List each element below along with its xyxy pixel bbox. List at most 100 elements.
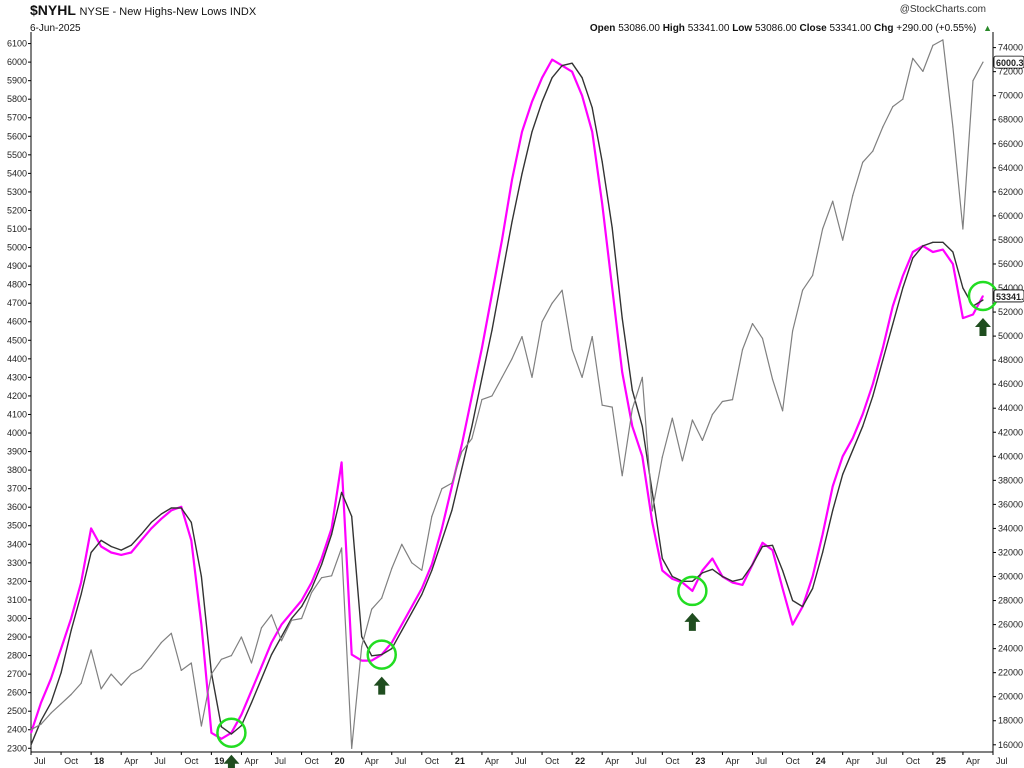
series-2-point bbox=[491, 395, 493, 397]
series-2-point bbox=[802, 289, 804, 291]
series-1-point bbox=[371, 655, 373, 657]
series-line-0 bbox=[29, 58, 984, 740]
series-2-point bbox=[902, 98, 904, 100]
left-tick-label: 5600 bbox=[7, 131, 27, 141]
series-0-point bbox=[130, 551, 132, 554]
series-0-point bbox=[822, 533, 824, 536]
x-tick-label: 19 bbox=[214, 756, 224, 766]
series-2-point bbox=[401, 543, 403, 545]
series-0-point bbox=[882, 347, 884, 349]
right-tick-label: 74000 bbox=[998, 43, 1023, 53]
series-0-point bbox=[120, 554, 122, 556]
series-0-point bbox=[521, 131, 523, 133]
x-tick-label: Jul bbox=[34, 756, 46, 766]
x-tick-label: 21 bbox=[455, 756, 465, 766]
series-0-point bbox=[421, 587, 423, 590]
series-2-point bbox=[611, 406, 613, 408]
series-0-point bbox=[371, 660, 373, 662]
series-2-point bbox=[661, 456, 663, 458]
series-2-point bbox=[882, 126, 884, 128]
series-2-point bbox=[381, 597, 383, 599]
series-1-point bbox=[331, 533, 333, 536]
x-tick-label: Jul bbox=[515, 756, 527, 766]
left-tick-label: 2700 bbox=[7, 669, 27, 679]
series-2-point bbox=[290, 619, 293, 621]
left-tick-label: 2600 bbox=[7, 688, 27, 698]
series-2-point bbox=[501, 376, 503, 378]
series-2-point bbox=[922, 70, 924, 72]
right-tick-label: 72000 bbox=[998, 67, 1023, 77]
series-2-point bbox=[80, 682, 82, 685]
left-tick-label: 2300 bbox=[7, 743, 27, 753]
series-1-point bbox=[601, 161, 603, 163]
series-2-point bbox=[962, 228, 964, 230]
left-tick-label: 4900 bbox=[7, 261, 27, 271]
series-1-point bbox=[511, 221, 513, 223]
series-2-point bbox=[782, 410, 784, 412]
series-1-point bbox=[30, 744, 32, 746]
left-tick-label: 4100 bbox=[7, 409, 27, 419]
series-0-point bbox=[982, 295, 984, 297]
series-1-point bbox=[892, 323, 894, 325]
series-0-point bbox=[912, 251, 914, 253]
left-tick-label: 5500 bbox=[7, 150, 27, 160]
right-tick-label: 68000 bbox=[998, 115, 1023, 125]
series-0-point bbox=[531, 101, 533, 103]
right-tick-label: 32000 bbox=[998, 547, 1023, 557]
series-1-point bbox=[982, 299, 984, 301]
series-1-point bbox=[842, 473, 844, 475]
right-tick-label: 60000 bbox=[998, 211, 1023, 221]
left-tick-label: 2500 bbox=[7, 706, 27, 716]
series-0-point bbox=[40, 702, 42, 704]
series-2-point bbox=[140, 667, 142, 670]
series-0-point bbox=[321, 557, 323, 560]
series-0-point bbox=[70, 618, 72, 620]
series-1-point bbox=[902, 287, 904, 289]
series-0-point bbox=[451, 485, 453, 487]
x-tick-label: Oct bbox=[906, 756, 921, 766]
series-0-point bbox=[761, 542, 764, 544]
series-1-point bbox=[761, 545, 764, 548]
right-tick-label: 58000 bbox=[998, 235, 1023, 245]
left-tick-label: 5300 bbox=[7, 187, 27, 197]
series-2-point bbox=[451, 482, 453, 484]
left-tick-label: 3500 bbox=[7, 521, 27, 531]
series-0-point bbox=[932, 251, 934, 253]
series-1-point bbox=[541, 101, 543, 103]
series-2-point bbox=[170, 632, 172, 634]
series-2-point bbox=[571, 349, 573, 351]
symbol-label: $NYHL bbox=[30, 2, 76, 18]
series-1-point bbox=[240, 725, 242, 727]
last-value-label-left: 6000.3 bbox=[996, 58, 1024, 68]
series-2-point bbox=[671, 417, 673, 419]
right-tick-label: 22000 bbox=[998, 668, 1023, 678]
series-0-point bbox=[691, 590, 694, 592]
series-2-point bbox=[701, 439, 704, 441]
series-2-point bbox=[461, 451, 463, 453]
series-0-point bbox=[771, 549, 774, 551]
chg-label: Chg bbox=[874, 23, 894, 34]
series-2-point bbox=[842, 239, 844, 241]
left-tick-label: 2800 bbox=[7, 651, 27, 661]
series-0-point bbox=[391, 642, 393, 644]
series-2-point bbox=[832, 200, 834, 202]
series-0-point bbox=[842, 455, 844, 457]
x-tick-label: Oct bbox=[786, 756, 801, 766]
series-2-point bbox=[280, 640, 283, 642]
series-2-point bbox=[531, 376, 533, 378]
series-0-point bbox=[581, 95, 583, 97]
series-0-point bbox=[731, 581, 734, 584]
series-1-point bbox=[190, 521, 192, 524]
series-1-point bbox=[451, 509, 453, 511]
x-tick-label: 24 bbox=[816, 756, 826, 766]
series-1-point bbox=[40, 720, 42, 722]
series-0-point bbox=[491, 293, 493, 295]
low-value: 53086.00 bbox=[754, 23, 797, 34]
series-2-point bbox=[621, 475, 623, 477]
series-1-point bbox=[741, 578, 744, 580]
right-tick-label: 24000 bbox=[998, 644, 1023, 654]
x-tick-label: Apr bbox=[124, 756, 138, 766]
series-1-point bbox=[952, 251, 954, 253]
series-0-point bbox=[150, 527, 152, 530]
series-2-point bbox=[70, 693, 72, 696]
